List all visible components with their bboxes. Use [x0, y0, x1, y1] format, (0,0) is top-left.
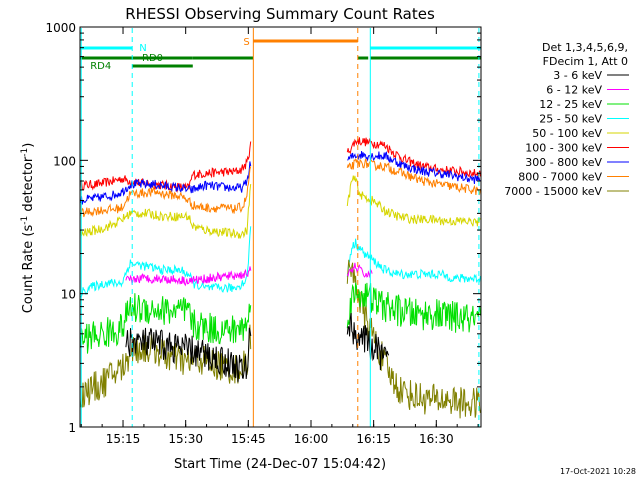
series-300-800-kevseg-1: [347, 150, 481, 184]
x-tick-label-0: 15:15: [106, 432, 141, 446]
flag-label-n: N: [139, 43, 146, 54]
series-25-50-kevseg-1: [346, 238, 481, 283]
x-axis-ticks: 15:15 15:30 15:45 16:00 16:15 16:30: [80, 27, 479, 446]
flag-label-rd0: RD0: [142, 53, 163, 64]
y-tick-label-2: 100: [53, 154, 76, 168]
legend-label-0: 3 - 6 keV: [553, 69, 602, 82]
series-300-800-kevseg-0: [79, 161, 252, 205]
generation-timestamp: 17-Oct-2021 10:28: [560, 467, 636, 476]
legend-label-4: 50 - 100 keV: [532, 127, 602, 140]
legend-label-8: 7000 - 15000 keV: [504, 185, 602, 198]
legend-label-2: 12 - 25 keV: [539, 98, 602, 111]
legend-label-1: 6 - 12 keV: [546, 84, 602, 97]
legend-header-line-1: Det 1,3,4,5,6,9,: [542, 41, 628, 54]
legend-label-6: 300 - 800 keV: [525, 156, 602, 169]
y-axis-label: Count Rate (s-1 detector-1): [20, 143, 36, 314]
flag-label-rd4: RD4: [90, 61, 111, 72]
series-6-12-kevseg-0: [125, 266, 252, 287]
count-rate-series: [79, 137, 481, 419]
x-tick-label-1: 15:30: [168, 432, 203, 446]
series-3-6-kevseg-1: [346, 312, 390, 371]
y-tick-label-1: 10: [61, 288, 76, 302]
plot-frame: [79, 26, 482, 428]
y-axis-ticks: 1 10 100 1000: [45, 21, 481, 435]
series-25-50-kevseg-0: [79, 226, 252, 298]
y-tick-label-3: 1000: [45, 21, 76, 35]
legend: Det 1,3,4,5,6,9, FDecim 1, Att 0 3 - 6 k…: [504, 41, 629, 198]
series-100-300-kevseg-0: [79, 141, 252, 193]
flag-label-s: S: [243, 37, 249, 48]
x-tick-label-3: 16:00: [294, 432, 329, 446]
series-12-25-kevseg-0: [79, 293, 252, 354]
x-tick-label-2: 15:45: [231, 432, 266, 446]
series-50-100-kevseg-0: [79, 184, 252, 239]
series-3-6-kevseg-0: [125, 327, 252, 383]
observing-flag-bars: N S RD0 RD4: [80, 37, 481, 72]
x-tick-label-5: 16:30: [419, 432, 454, 446]
series-100-300-kevseg-1: [346, 137, 481, 178]
y-tick-label-0: 1: [68, 421, 76, 435]
legend-header-line-2: FDecim 1, Att 0: [543, 55, 628, 68]
flag-transition-lines: [80, 28, 480, 427]
legend-label-5: 100 - 300 keV: [525, 142, 602, 155]
legend-label-3: 25 - 50 keV: [539, 113, 602, 126]
x-axis-label: Start Time (24-Dec-07 15:04:42): [174, 457, 386, 472]
series-800-7000-kevseg-1: [346, 158, 481, 196]
series-6-12-kevseg-1: [346, 262, 373, 278]
chart-title: RHESSI Observing Summary Count Rates: [125, 5, 435, 23]
series-7000-15000-kevseg-1: [346, 259, 481, 419]
x-tick-label-4: 16:15: [356, 432, 391, 446]
legend-label-7: 800 - 7000 keV: [518, 171, 602, 184]
series-12-25-kevseg-1: [346, 282, 481, 333]
series-50-100-kevseg-1: [346, 175, 481, 227]
series-800-7000-kevseg-0: [79, 166, 252, 218]
